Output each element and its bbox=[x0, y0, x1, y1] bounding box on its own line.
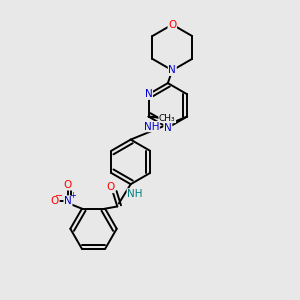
Text: NH: NH bbox=[144, 122, 159, 132]
Text: −: − bbox=[55, 190, 63, 201]
Text: N: N bbox=[64, 196, 72, 206]
Text: +: + bbox=[69, 191, 76, 200]
Text: N: N bbox=[164, 123, 172, 133]
Text: CH₃: CH₃ bbox=[159, 113, 175, 122]
Text: O: O bbox=[51, 196, 59, 206]
Text: O: O bbox=[106, 182, 115, 193]
Text: O: O bbox=[64, 180, 72, 190]
Text: N: N bbox=[145, 89, 152, 99]
Text: N: N bbox=[168, 65, 176, 75]
Text: O: O bbox=[168, 20, 176, 30]
Text: NH: NH bbox=[127, 189, 143, 199]
